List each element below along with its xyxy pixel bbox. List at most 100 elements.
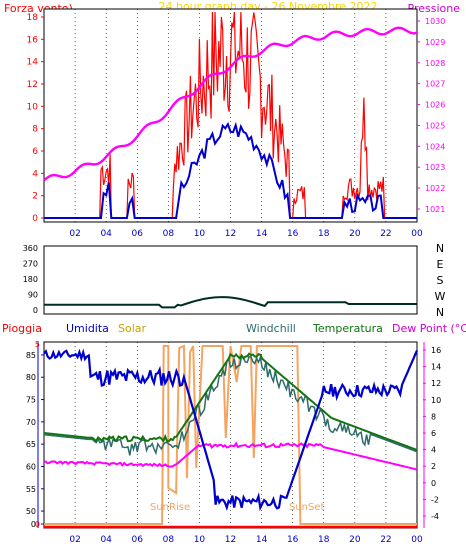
time-tick-label: 00	[411, 229, 423, 239]
time-tick-label: 12	[225, 229, 236, 239]
direction-tick-label: 360	[23, 244, 38, 253]
temp-tick-label: 10	[431, 396, 441, 405]
time-tick-label: 20	[349, 535, 361, 545]
time-tick-label: 02	[69, 535, 80, 545]
sunset-annotation: SunSet	[289, 502, 325, 513]
temperature-series	[43, 352, 418, 451]
time-tick-label: 06	[132, 535, 144, 545]
wind-tick-label: 4	[32, 169, 38, 179]
dewpoint-label: Dew Point (°C)	[392, 322, 466, 335]
humidity-tick-label: 75	[26, 396, 36, 405]
direction-tick-label: 270	[23, 260, 38, 269]
pressure-tick-label: 1027	[425, 80, 445, 89]
compass-label: N	[436, 306, 444, 319]
time-tick-label: 06	[132, 229, 144, 239]
time-tick-label: 16	[287, 229, 299, 239]
humidity-tick-label: 60	[26, 462, 36, 471]
time-tick-label: 08	[163, 229, 175, 239]
time-tick-label: 16	[287, 535, 299, 545]
temp-tick-label: 2	[431, 462, 436, 471]
wind-tick-label: 10	[27, 102, 39, 112]
compass-label: S	[437, 274, 444, 287]
wind-tick-label: 0	[32, 214, 38, 224]
time-tick-label: 08	[163, 535, 175, 545]
temp-tick-label: 12	[431, 379, 441, 388]
wind-speed-series	[44, 11, 417, 219]
time-tick-label: 04	[100, 535, 112, 545]
time-tick-label: 12	[225, 535, 236, 545]
temperature-axis-ticks: -4 -2 0 2 4 6 8 10 12 14 16	[423, 346, 441, 521]
pressure-axis-ticks: 1021 1022 1023 1024 1025 1026 1027 1028 1029 1030	[417, 17, 445, 214]
humidity-tick-label: 0	[31, 520, 36, 529]
humidity-tick-label: 70	[26, 418, 36, 427]
wind-tick-label: 6	[32, 147, 38, 157]
wind-pressure-chart: Forza vento) 24 hour graph day - 26 Nove…	[4, 0, 461, 239]
bottom-time-axis-ticks: 02 04 06 08 10 12 14 16 18 20 22 00	[69, 535, 423, 545]
humidity-series	[43, 348, 419, 512]
compass-label: W	[435, 290, 446, 303]
pressure-tick-label: 1025	[425, 121, 445, 130]
humidity-axis-ticks: 0 50 55 60 65 70 75 80 85 0 5	[26, 340, 44, 529]
wind-direction-series	[44, 296, 417, 309]
humidity-tick-label: 50	[26, 507, 36, 516]
temp-tick-label: -2	[431, 495, 439, 504]
temp-tick-label: 14	[431, 363, 441, 372]
temp-tick-label: 0	[431, 479, 436, 488]
time-tick-label: 18	[318, 229, 330, 239]
pressure-tick-label: 1023	[425, 163, 445, 172]
sunrise-annotation: SunRise	[150, 502, 190, 513]
time-tick-label: 22	[380, 535, 391, 545]
time-tick-label: 04	[100, 229, 112, 239]
time-tick-label: 14	[256, 229, 268, 239]
mid-plot-area	[43, 245, 418, 315]
pressure-series	[43, 26, 418, 182]
wind-axis-ticks: 0 2 4 6 8 10 12 14 16 18	[27, 13, 44, 224]
solar-label: Solar	[118, 322, 147, 335]
pressure-tick-label: 1029	[425, 38, 445, 47]
rain-tick-label: 0	[35, 520, 40, 529]
time-tick-label: 14	[256, 535, 268, 545]
temp-tick-label: 8	[431, 412, 436, 421]
rain-label: Pioggia	[2, 322, 42, 335]
wind-tick-label: 2	[32, 192, 38, 202]
time-tick-label: 00	[411, 535, 423, 545]
temp-tick-label: 4	[431, 446, 436, 455]
time-tick-label: 10	[194, 229, 206, 239]
temp-tick-label: 6	[431, 429, 436, 438]
pressure-title: Pressione	[408, 2, 461, 15]
wind-tick-label: 8	[32, 125, 38, 135]
direction-tick-label: 0	[33, 306, 38, 315]
humidity-tick-label: 85	[26, 351, 36, 360]
pressure-tick-label: 1030	[425, 17, 445, 26]
humidity-tick-label: 80	[26, 373, 36, 382]
compass-label: N	[436, 242, 444, 255]
wind-tick-label: 16	[27, 35, 39, 45]
humidity-label: Umidita	[66, 322, 109, 335]
compass-label: E	[437, 258, 444, 271]
pressure-tick-label: 1022	[425, 184, 445, 193]
time-tick-label: 02	[69, 229, 80, 239]
wind-tick-label: 14	[27, 58, 39, 68]
windchill-label: Windchill	[246, 322, 296, 335]
temp-tick-label: -4	[431, 512, 439, 521]
time-tick-label: 10	[194, 535, 206, 545]
temperature-label: Temperatura	[312, 322, 383, 335]
direction-tick-label: 90	[28, 291, 38, 300]
direction-tick-label: 180	[23, 275, 38, 284]
humidity-tick-label: 55	[26, 485, 36, 494]
temperature-humidity-chart: Pioggia Umidita Solar Windchill Temperat…	[2, 322, 466, 545]
time-tick-label: 22	[380, 229, 391, 239]
time-tick-label: 20	[349, 229, 361, 239]
rain-tick-label: 5	[35, 340, 40, 349]
wind-tick-label: 18	[27, 13, 39, 23]
windchill-series	[43, 353, 418, 456]
dewpoint-series	[43, 441, 418, 471]
pressure-tick-label: 1024	[425, 142, 445, 151]
wind-tick-label: 12	[27, 80, 38, 90]
pressure-tick-label: 1028	[425, 59, 445, 68]
pressure-tick-label: 1021	[425, 205, 445, 214]
direction-axis-ticks: 0 90 180 270 360	[23, 244, 38, 315]
